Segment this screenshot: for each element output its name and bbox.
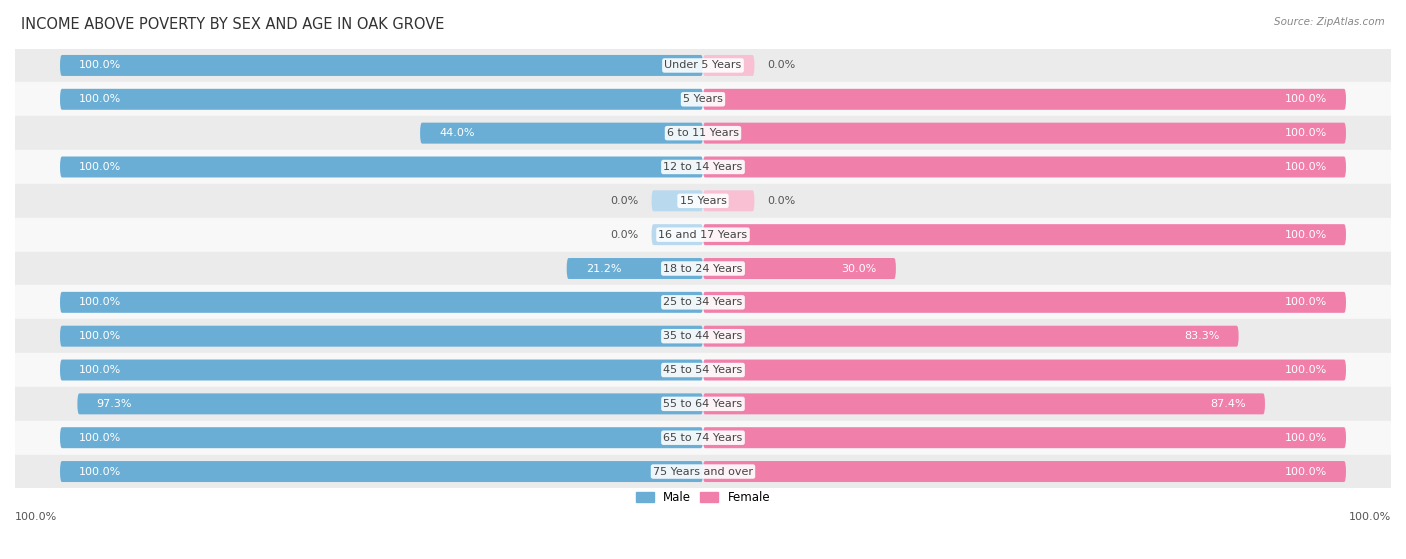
Bar bbox=[15, 353, 1391, 387]
Text: 100.0%: 100.0% bbox=[79, 433, 121, 443]
Bar bbox=[15, 82, 1391, 116]
FancyBboxPatch shape bbox=[60, 55, 703, 76]
Bar bbox=[15, 319, 1391, 353]
Bar bbox=[15, 184, 1391, 218]
FancyBboxPatch shape bbox=[703, 157, 1346, 177]
Text: 100.0%: 100.0% bbox=[79, 297, 121, 307]
FancyBboxPatch shape bbox=[703, 122, 1346, 144]
Text: 35 to 44 Years: 35 to 44 Years bbox=[664, 331, 742, 341]
Text: 97.3%: 97.3% bbox=[97, 399, 132, 409]
FancyBboxPatch shape bbox=[703, 394, 1265, 414]
FancyBboxPatch shape bbox=[60, 427, 703, 448]
Text: 100.0%: 100.0% bbox=[1285, 128, 1327, 138]
Text: 65 to 74 Years: 65 to 74 Years bbox=[664, 433, 742, 443]
Text: 100.0%: 100.0% bbox=[1285, 162, 1327, 172]
Text: 18 to 24 Years: 18 to 24 Years bbox=[664, 263, 742, 273]
Text: 100.0%: 100.0% bbox=[79, 162, 121, 172]
FancyBboxPatch shape bbox=[60, 461, 703, 482]
Text: 100.0%: 100.0% bbox=[1285, 467, 1327, 476]
Text: 21.2%: 21.2% bbox=[586, 263, 621, 273]
Text: 100.0%: 100.0% bbox=[79, 94, 121, 105]
Text: 15 Years: 15 Years bbox=[679, 196, 727, 206]
FancyBboxPatch shape bbox=[60, 89, 703, 110]
Text: 44.0%: 44.0% bbox=[439, 128, 475, 138]
Text: 16 and 17 Years: 16 and 17 Years bbox=[658, 230, 748, 240]
Text: 0.0%: 0.0% bbox=[610, 196, 638, 206]
Text: 5 Years: 5 Years bbox=[683, 94, 723, 105]
FancyBboxPatch shape bbox=[420, 122, 703, 144]
Text: 87.4%: 87.4% bbox=[1211, 399, 1246, 409]
Text: 25 to 34 Years: 25 to 34 Years bbox=[664, 297, 742, 307]
Text: 100.0%: 100.0% bbox=[79, 60, 121, 70]
Text: 100.0%: 100.0% bbox=[1285, 94, 1327, 105]
FancyBboxPatch shape bbox=[60, 157, 703, 177]
FancyBboxPatch shape bbox=[60, 359, 703, 381]
Bar bbox=[15, 421, 1391, 454]
Text: 12 to 14 Years: 12 to 14 Years bbox=[664, 162, 742, 172]
Text: 100.0%: 100.0% bbox=[1285, 433, 1327, 443]
Bar bbox=[15, 116, 1391, 150]
Text: 45 to 54 Years: 45 to 54 Years bbox=[664, 365, 742, 375]
Text: 55 to 64 Years: 55 to 64 Years bbox=[664, 399, 742, 409]
FancyBboxPatch shape bbox=[703, 89, 1346, 110]
FancyBboxPatch shape bbox=[703, 427, 1346, 448]
FancyBboxPatch shape bbox=[703, 292, 1346, 313]
Text: 100.0%: 100.0% bbox=[1285, 365, 1327, 375]
Bar bbox=[15, 150, 1391, 184]
FancyBboxPatch shape bbox=[60, 326, 703, 347]
Text: 100.0%: 100.0% bbox=[1285, 230, 1327, 240]
FancyBboxPatch shape bbox=[703, 461, 1346, 482]
Text: 6 to 11 Years: 6 to 11 Years bbox=[666, 128, 740, 138]
Bar bbox=[15, 454, 1391, 489]
Text: 100.0%: 100.0% bbox=[15, 512, 58, 522]
FancyBboxPatch shape bbox=[703, 326, 1239, 347]
Legend: Male, Female: Male, Female bbox=[631, 486, 775, 509]
FancyBboxPatch shape bbox=[703, 224, 1346, 245]
Text: 100.0%: 100.0% bbox=[1348, 512, 1391, 522]
Text: 30.0%: 30.0% bbox=[841, 263, 876, 273]
Text: 0.0%: 0.0% bbox=[768, 196, 796, 206]
FancyBboxPatch shape bbox=[77, 394, 703, 414]
FancyBboxPatch shape bbox=[703, 55, 755, 76]
FancyBboxPatch shape bbox=[567, 258, 703, 279]
Text: Under 5 Years: Under 5 Years bbox=[665, 60, 741, 70]
Bar bbox=[15, 286, 1391, 319]
Bar bbox=[15, 252, 1391, 286]
Text: 100.0%: 100.0% bbox=[79, 331, 121, 341]
FancyBboxPatch shape bbox=[703, 258, 896, 279]
Text: 83.3%: 83.3% bbox=[1184, 331, 1219, 341]
Text: 100.0%: 100.0% bbox=[79, 467, 121, 476]
Text: 0.0%: 0.0% bbox=[768, 60, 796, 70]
Bar bbox=[15, 49, 1391, 82]
Bar bbox=[15, 387, 1391, 421]
FancyBboxPatch shape bbox=[703, 359, 1346, 381]
Text: 100.0%: 100.0% bbox=[1285, 297, 1327, 307]
FancyBboxPatch shape bbox=[651, 190, 703, 211]
Text: 100.0%: 100.0% bbox=[79, 365, 121, 375]
FancyBboxPatch shape bbox=[651, 224, 703, 245]
Text: INCOME ABOVE POVERTY BY SEX AND AGE IN OAK GROVE: INCOME ABOVE POVERTY BY SEX AND AGE IN O… bbox=[21, 17, 444, 32]
Bar bbox=[15, 218, 1391, 252]
FancyBboxPatch shape bbox=[703, 190, 755, 211]
Text: 0.0%: 0.0% bbox=[610, 230, 638, 240]
Text: Source: ZipAtlas.com: Source: ZipAtlas.com bbox=[1274, 17, 1385, 27]
FancyBboxPatch shape bbox=[60, 292, 703, 313]
Text: 75 Years and over: 75 Years and over bbox=[652, 467, 754, 476]
